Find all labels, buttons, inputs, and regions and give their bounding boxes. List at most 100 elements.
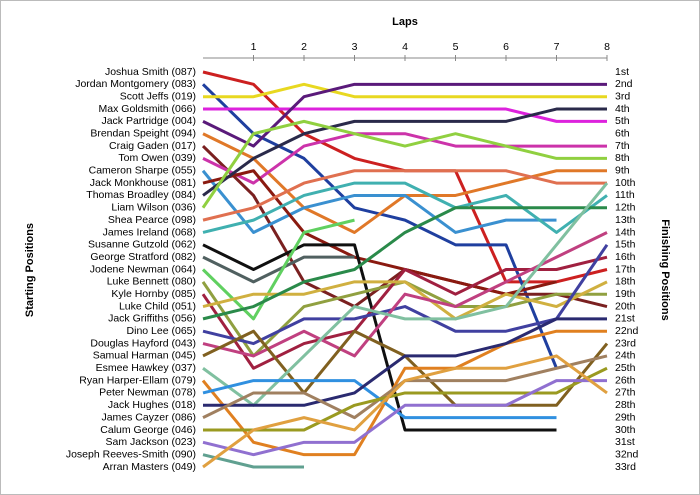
driver-line	[202, 453, 304, 469]
y2-tick-label: 16th	[615, 251, 636, 263]
y2-tick-label: 26th	[615, 374, 636, 386]
y-tick-label: Esmee Hawkey (037)	[96, 362, 196, 374]
x-tick-label: 3	[352, 41, 358, 53]
driver-line	[202, 169, 557, 296]
y2-tick-label: 20th	[615, 300, 636, 312]
y2-tick-label: 22nd	[615, 325, 639, 337]
y-tick-label: Douglas Hayford (043)	[90, 337, 196, 349]
x-tick-label: 7	[554, 41, 560, 53]
y2-tick-label: 13th	[615, 214, 636, 226]
y-tick-label: Ryan Harper-Ellam (079)	[79, 374, 196, 386]
y-tick-label: James Ireland (068)	[103, 226, 196, 238]
y-tick-label: Jack Partridge (004)	[101, 115, 196, 127]
y2-tick-label: 27th	[615, 387, 636, 399]
y-tick-label: Scott Jeffs (019)	[120, 90, 196, 102]
driver-line	[201, 169, 557, 234]
driver-line	[202, 379, 607, 457]
y-tick-label: Jack Griffiths (056)	[108, 313, 196, 325]
driver-line	[202, 182, 609, 407]
y-tick-label: Luke Bennett (080)	[107, 276, 196, 288]
y-tick-label: Luke Child (051)	[119, 300, 196, 312]
y-tick-label: Shea Pearce (098)	[108, 214, 196, 226]
y-tick-label: Cameron Sharpe (055)	[89, 165, 196, 177]
y2-tick-label: 15th	[615, 239, 636, 251]
x-tick-label: 1	[251, 41, 257, 53]
x-tick-label: 4	[402, 41, 408, 53]
y2-tick-label: 18th	[615, 276, 636, 288]
driver-line	[203, 317, 607, 407]
driver-line	[202, 107, 607, 197]
y-tick-label: Jack Monkhouse (081)	[90, 177, 196, 189]
y2-tick-label: 5th	[615, 115, 630, 127]
y2-tick-label: 8th	[615, 152, 630, 164]
driver-line	[203, 82, 607, 99]
x-tick-label: 6	[503, 41, 509, 53]
y-tick-label: Craig Gaden (017)	[109, 140, 196, 152]
y-tick-label: George Stratford (082)	[90, 251, 196, 263]
y2-tick-label: 23rd	[615, 337, 636, 349]
y2-tick-label: 9th	[615, 165, 630, 177]
y2-tick-label: 11th	[615, 189, 635, 201]
y-tick-label: Dino Lee (065)	[127, 325, 196, 337]
y-axis-label: Starting Positions	[24, 223, 36, 317]
y2-tick-label: 2nd	[615, 78, 633, 90]
y-tick-label: Jodene Newman (064)	[90, 263, 196, 275]
x-tick-label: 8	[604, 41, 610, 53]
x-tick-label: 5	[453, 41, 459, 53]
y-tick-label: Arran Masters (049)	[103, 461, 196, 473]
y2-tick-label: 19th	[615, 288, 636, 300]
driver-line	[202, 132, 607, 185]
y-tick-label: Sam Jackson (023)	[106, 436, 196, 448]
y-tick-label: Jack Hughes (018)	[108, 399, 196, 411]
x-tick-label: 2	[301, 41, 307, 53]
driver-line	[201, 329, 607, 457]
driver-line	[202, 181, 608, 234]
y-tick-label: James Cayzer (086)	[101, 411, 196, 423]
driver-line	[202, 206, 607, 321]
y-tick-label: Jordan Montgomery (083)	[75, 78, 196, 90]
y2-tick-label: 21st	[615, 313, 635, 325]
driver-line	[202, 255, 355, 284]
y2-tick-label: 1st	[615, 66, 629, 78]
driver-line	[202, 354, 608, 469]
y2-tick-label: 12th	[615, 202, 636, 214]
y2-tick-label: 32nd	[615, 448, 639, 460]
y2-tick-label: 10th	[615, 177, 636, 189]
y2-tick-label: 31st	[615, 436, 635, 448]
y2-tick-label: 33rd	[615, 461, 636, 473]
y2-tick-label: 28th	[615, 399, 636, 411]
y-tick-label: Peter Newman (078)	[99, 387, 196, 399]
driver-line	[201, 119, 607, 209]
y2-tick-label: 24th	[615, 350, 636, 362]
driver-line	[202, 243, 609, 346]
driver-line	[201, 218, 355, 321]
y-tick-label: Thomas Broadley (084)	[86, 189, 196, 201]
y2-tick-label: 3rd	[615, 90, 630, 102]
y2-tick-label: 17th	[615, 263, 636, 275]
y-tick-label: Samual Harman (045)	[93, 350, 196, 362]
driver-line	[203, 107, 607, 123]
y-tick-label: Joseph Reeves-Smith (090)	[66, 448, 196, 460]
y-tick-label: Joshua Smith (087)	[105, 66, 196, 78]
y2-tick-label: 29th	[615, 411, 636, 423]
y-tick-label: Liam Wilson (036)	[111, 202, 196, 214]
y-tick-label: Calum George (046)	[100, 424, 196, 436]
driver-line	[202, 243, 557, 432]
y2-tick-label: 6th	[615, 128, 630, 140]
y2-tick-label: 7th	[615, 140, 630, 152]
driver-line	[202, 169, 607, 222]
y-tick-label: Susanne Gutzold (062)	[88, 239, 196, 251]
y2-axis-label: Finishing Positions	[659, 219, 671, 320]
y-tick-label: Tom Owen (039)	[118, 152, 196, 164]
x-axis-label: Laps	[392, 16, 418, 28]
driver-line	[202, 280, 608, 321]
y-tick-label: Max Goldsmith (066)	[99, 103, 196, 115]
driver-line	[203, 366, 608, 432]
y2-tick-label: 14th	[615, 226, 636, 238]
y2-tick-label: 30th	[615, 424, 636, 436]
y-tick-label: Kyle Hornby (085)	[111, 288, 196, 300]
driver-line	[201, 255, 608, 370]
y-tick-label: Brendan Speight (094)	[90, 128, 196, 140]
